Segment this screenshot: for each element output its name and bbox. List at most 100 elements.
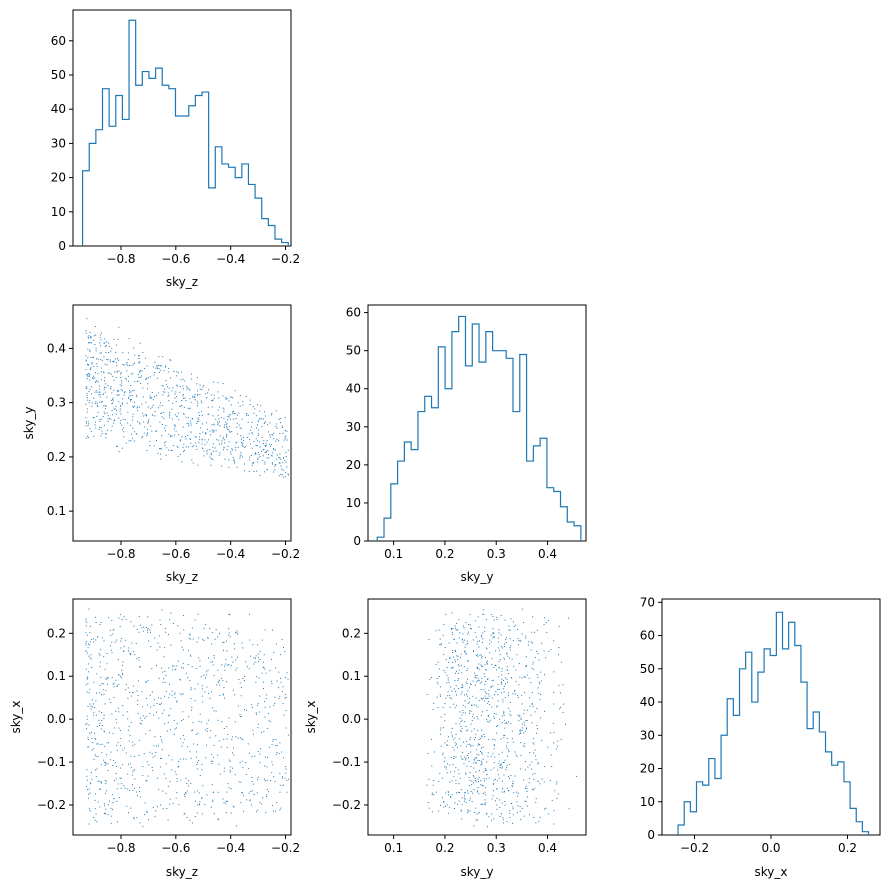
scatter-point (498, 632, 500, 634)
scatter-point (491, 664, 493, 666)
scatter-point (281, 751, 283, 753)
scatter-point (169, 729, 171, 731)
scatter-point (96, 365, 98, 367)
scatter-point (485, 769, 487, 771)
scatter-point (222, 395, 224, 397)
scatter-point (475, 697, 477, 699)
scatter-point (460, 687, 462, 689)
scatter-point (479, 760, 481, 762)
scatter-point (553, 810, 555, 812)
x-tick-label: 0.4 (538, 841, 557, 855)
scatter-point (460, 653, 462, 655)
scatter-point (208, 439, 210, 441)
scatter-point (99, 654, 101, 656)
scatter-point (489, 639, 491, 641)
scatter-point (194, 619, 196, 621)
scatter-point (182, 446, 184, 448)
scatter-point (257, 429, 259, 431)
scatter-point (107, 677, 109, 679)
scatter-point (227, 419, 229, 421)
scatter-point (531, 692, 533, 694)
scatter-point (469, 810, 471, 812)
scatter-point (526, 805, 528, 807)
scatter-point (211, 424, 213, 426)
scatter-point (469, 710, 471, 712)
scatter-point (86, 789, 88, 791)
scatter-point (534, 657, 536, 659)
scatter-point (482, 785, 484, 787)
scatter-point (470, 723, 472, 725)
scatter-point (553, 703, 555, 705)
scatter-point (173, 424, 175, 426)
scatter-point (225, 659, 227, 661)
scatter-point (91, 749, 93, 751)
scatter-point (120, 640, 122, 642)
scatter-point (87, 425, 89, 427)
scatter-point (218, 454, 220, 456)
scatter-point (113, 686, 115, 688)
scatter-point (105, 678, 107, 680)
scatter-point (105, 677, 107, 679)
scatter-point (496, 788, 498, 790)
scatter-point (253, 794, 255, 796)
scatter-point (285, 455, 287, 457)
scatter-point (240, 695, 242, 697)
scatter-point (141, 720, 143, 722)
scatter-point (535, 732, 537, 734)
scatter-point (252, 461, 254, 463)
scatter-point (91, 402, 93, 404)
scatter-point (282, 757, 284, 759)
scatter-point (466, 693, 468, 695)
scatter-point (142, 775, 144, 777)
scatter-point (116, 394, 118, 396)
scatter-point (113, 682, 115, 684)
scatter-point (171, 690, 173, 692)
scatter-point (156, 440, 158, 442)
scatter-point (128, 338, 130, 340)
scatter-point (174, 393, 176, 395)
scatter-point (189, 751, 191, 753)
scatter-point (279, 742, 281, 744)
scatter-point (147, 406, 149, 408)
scatter-point (518, 720, 520, 722)
scatter-point (138, 755, 140, 757)
scatter-point (187, 417, 189, 419)
scatter-point (205, 433, 207, 435)
scatter-point (95, 380, 97, 382)
scatter-point (91, 737, 93, 739)
scatter-point (226, 746, 228, 748)
scatter-point (85, 644, 87, 646)
scatter-point (450, 797, 452, 799)
scatter-point (114, 727, 116, 729)
scatter-point (171, 695, 173, 697)
y-tick-label: 0 (58, 239, 66, 253)
scatter-point (261, 672, 263, 674)
scatter-point (99, 722, 101, 724)
scatter-point (487, 697, 489, 699)
scatter-point (172, 669, 174, 671)
scatter-point (223, 447, 225, 449)
scatter-point (222, 641, 224, 643)
scatter-point (512, 693, 514, 695)
scatter-point (87, 797, 89, 799)
x-tick-label: −0.6 (161, 841, 190, 855)
scatter-point (124, 689, 126, 691)
scatter-point (486, 660, 488, 662)
scatter-point (101, 752, 103, 754)
scatter-point (531, 631, 533, 633)
scatter-point (99, 426, 101, 428)
scatter-point (275, 410, 277, 412)
scatter-point (281, 446, 283, 448)
scatter-point (279, 695, 281, 697)
scatter-point (512, 741, 514, 743)
scatter-point (91, 393, 93, 395)
scatter-point (452, 746, 454, 748)
scatter-point (184, 380, 186, 382)
scatter-point (455, 779, 457, 781)
scatter-point (279, 809, 281, 811)
scatter-point (94, 732, 96, 734)
scatter-point (461, 638, 463, 640)
scatter-point (483, 793, 485, 795)
scatter-point (139, 822, 141, 824)
scatter-point (451, 734, 453, 736)
